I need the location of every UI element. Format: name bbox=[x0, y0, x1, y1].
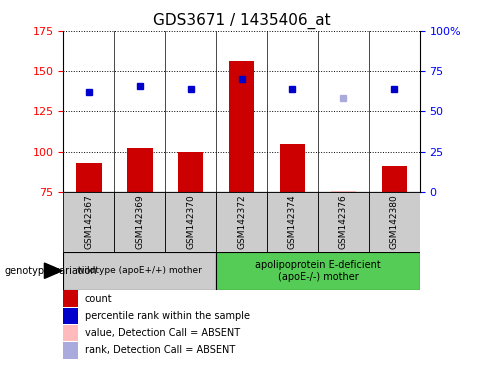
Bar bbox=[63, 192, 114, 252]
Text: GSM142380: GSM142380 bbox=[390, 194, 399, 249]
Bar bbox=[165, 192, 216, 252]
Bar bbox=[127, 149, 152, 192]
Bar bbox=[216, 252, 420, 290]
Text: value, Detection Call = ABSENT: value, Detection Call = ABSENT bbox=[85, 328, 240, 338]
Bar bbox=[63, 290, 78, 307]
Bar bbox=[369, 192, 420, 252]
Bar bbox=[63, 308, 78, 324]
Text: genotype/variation: genotype/variation bbox=[5, 266, 98, 276]
Text: GSM142369: GSM142369 bbox=[135, 194, 144, 249]
Bar bbox=[216, 192, 267, 252]
Text: GSM142376: GSM142376 bbox=[339, 194, 348, 249]
Bar bbox=[63, 252, 216, 290]
Bar bbox=[382, 166, 407, 192]
Bar bbox=[63, 342, 78, 359]
Bar bbox=[318, 192, 369, 252]
Bar bbox=[114, 192, 165, 252]
Bar bbox=[229, 61, 254, 192]
Bar bbox=[76, 163, 102, 192]
Text: rank, Detection Call = ABSENT: rank, Detection Call = ABSENT bbox=[85, 345, 235, 356]
Text: count: count bbox=[85, 293, 112, 304]
Text: GSM142372: GSM142372 bbox=[237, 194, 246, 249]
Bar bbox=[63, 325, 78, 341]
Text: GSM142370: GSM142370 bbox=[186, 194, 195, 249]
Text: percentile rank within the sample: percentile rank within the sample bbox=[85, 311, 250, 321]
Text: wildtype (apoE+/+) mother: wildtype (apoE+/+) mother bbox=[77, 266, 202, 275]
Bar bbox=[280, 144, 305, 192]
Bar bbox=[331, 191, 356, 192]
Bar bbox=[267, 192, 318, 252]
Polygon shape bbox=[44, 263, 62, 278]
Text: apolipoprotein E-deficient
(apoE-/-) mother: apolipoprotein E-deficient (apoE-/-) mot… bbox=[255, 260, 381, 281]
Title: GDS3671 / 1435406_at: GDS3671 / 1435406_at bbox=[153, 13, 330, 29]
Text: GSM142367: GSM142367 bbox=[84, 194, 93, 249]
Bar bbox=[178, 152, 203, 192]
Text: GSM142374: GSM142374 bbox=[288, 194, 297, 249]
